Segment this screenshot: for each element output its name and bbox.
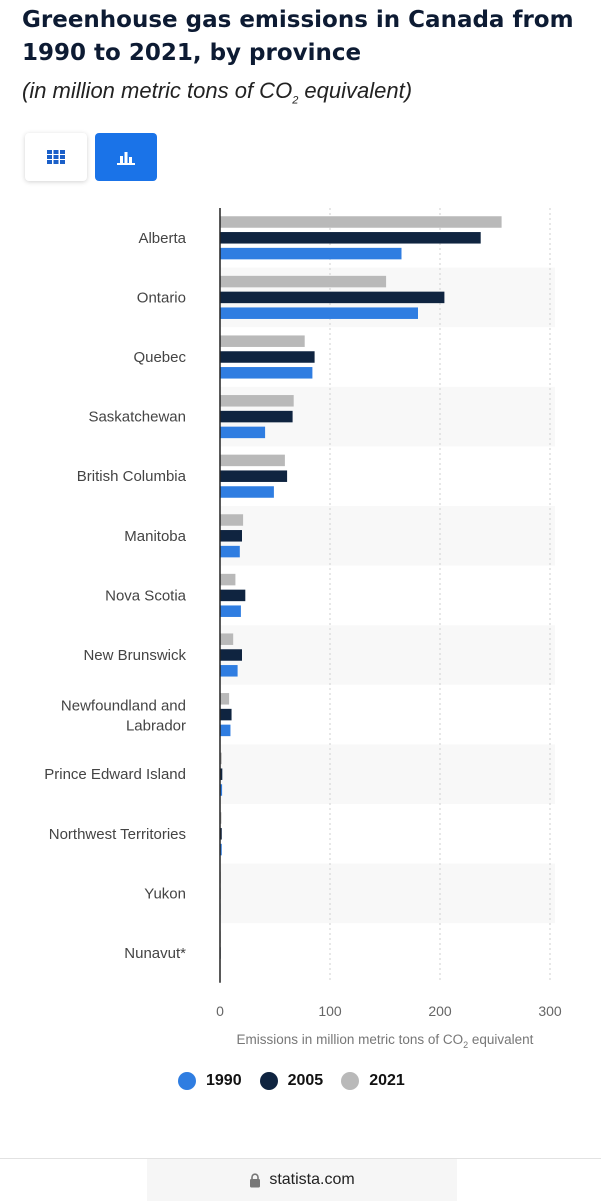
bar-1990-nova-scotia	[220, 605, 241, 617]
bar-2021-manitoba	[220, 514, 243, 526]
category-label: Manitoba	[124, 528, 186, 545]
x-tick-label: 100	[318, 1003, 342, 1019]
row-band	[220, 744, 555, 804]
row-band	[220, 864, 555, 924]
bar-2021-nova-scotia	[220, 574, 235, 586]
bar-1990-saskatchewan	[220, 427, 265, 439]
bar-2005-alberta	[220, 232, 481, 244]
footer: statista.com	[0, 1158, 601, 1201]
category-label: Quebec	[133, 349, 186, 366]
bar-2005-ontario	[220, 292, 444, 304]
bar-1990-manitoba	[220, 546, 240, 558]
category-label: Nova Scotia	[105, 587, 187, 604]
bar-chart-icon	[117, 149, 135, 165]
bar-2021-alberta	[220, 216, 502, 228]
bar-2005-british-columbia	[220, 470, 287, 482]
category-label: Ontario	[137, 289, 186, 306]
bar-1990-newfoundland-and-labrador	[220, 725, 230, 737]
legend: 1990 2005 2021	[178, 1072, 405, 1090]
bar-1990-british-columbia	[220, 486, 274, 498]
bar-2021-saskatchewan	[220, 395, 294, 407]
legend-item-2005[interactable]: 2005	[260, 1072, 324, 1090]
chart-subtitle: (in million metric tons of CO2 equivalen…	[22, 78, 412, 106]
bar-2005-newfoundland-and-labrador	[220, 709, 232, 721]
legend-marker-2021	[341, 1072, 359, 1090]
category-label: Yukon	[144, 885, 186, 902]
x-tick-label: 0	[216, 1003, 224, 1019]
chart-view-button[interactable]	[95, 133, 157, 181]
category-label: Prince Edward Island	[44, 766, 186, 783]
x-tick-label: 300	[538, 1003, 562, 1019]
legend-item-2021[interactable]: 2021	[341, 1072, 405, 1090]
category-label: Northwest Territories	[49, 826, 186, 843]
bar-2005-manitoba	[220, 530, 242, 542]
bar-2021-newfoundland-and-labrador	[220, 693, 229, 705]
bar-2021-ontario	[220, 276, 386, 288]
legend-label-2021: 2021	[369, 1072, 405, 1090]
bar-1990-new-brunswick	[220, 665, 238, 677]
chart-area: Alberta Ontario Quebec Saskatchewan British …	[0, 200, 601, 1050]
subtitle-tail: equivalent)	[298, 78, 412, 103]
bar-1990-quebec	[220, 367, 312, 379]
bar-2021-new-brunswick	[220, 633, 233, 645]
table-view-button[interactable]	[25, 133, 87, 181]
x-axis-title: Emissions in million metric tons of CO2 …	[237, 1032, 534, 1050]
source-text: statista.com	[269, 1171, 354, 1189]
row-band	[220, 625, 555, 685]
category-label: New Brunswick	[83, 647, 186, 664]
table-grid-icon	[47, 150, 65, 164]
legend-label-2005: 2005	[288, 1072, 324, 1090]
bar-2021-british-columbia	[220, 455, 285, 467]
subtitle-text: (in million metric tons of CO	[22, 78, 292, 103]
bar-1990-alberta	[220, 248, 402, 260]
bar-2005-new-brunswick	[220, 649, 242, 661]
category-label: Alberta	[138, 230, 186, 247]
bar-2005-saskatchewan	[220, 411, 293, 423]
category-label: British Columbia	[77, 468, 187, 485]
category-label: Saskatchewan	[88, 409, 186, 426]
bar-2005-nova-scotia	[220, 590, 245, 602]
category-label: Nunavut*	[124, 945, 186, 962]
bar-2005-quebec	[220, 351, 315, 363]
bar-2021-quebec	[220, 335, 305, 347]
legend-marker-1990	[178, 1072, 196, 1090]
legend-item-1990[interactable]: 1990	[178, 1072, 242, 1090]
legend-marker-2005	[260, 1072, 278, 1090]
source-link[interactable]: statista.com	[147, 1159, 457, 1201]
lock-icon	[249, 1173, 261, 1188]
x-tick-label: 200	[428, 1003, 452, 1019]
bar-1990-ontario	[220, 307, 418, 319]
chart-title: Greenhouse gas emissions in Canada from …	[22, 4, 582, 70]
bar-chart: Alberta Ontario Quebec Saskatchewan British …	[0, 200, 601, 1050]
row-band	[220, 506, 555, 566]
legend-label-1990: 1990	[206, 1072, 242, 1090]
